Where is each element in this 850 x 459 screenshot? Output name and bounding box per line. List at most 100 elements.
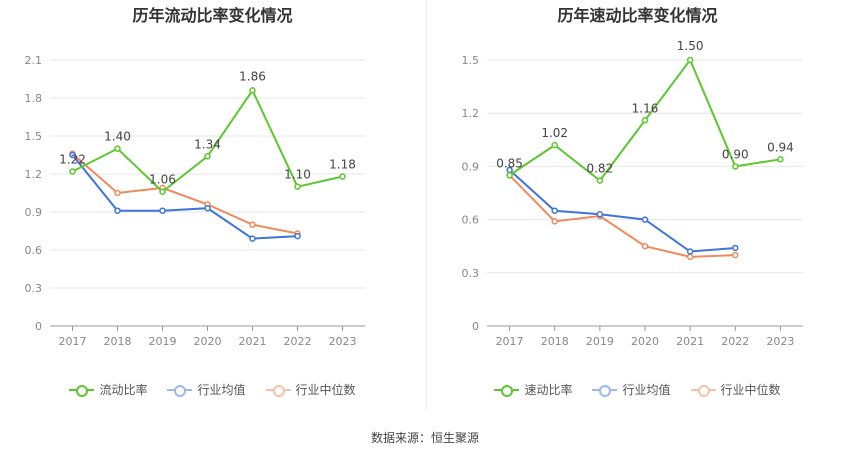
- legend-label: 速动比率: [524, 383, 573, 397]
- data-point: [114, 207, 121, 214]
- data-point: [249, 87, 256, 94]
- data-point: [69, 151, 76, 159]
- data-point: [506, 172, 513, 179]
- data-point: [777, 156, 784, 163]
- data-point: [596, 211, 604, 218]
- x-tick-label: 2021: [239, 335, 267, 348]
- legend-line-icon: [494, 384, 520, 397]
- data-point: [294, 232, 301, 240]
- data-point: [641, 117, 649, 124]
- y-tick-label: 1.2: [25, 168, 43, 181]
- chart-title: 历年流动比率变化情况: [132, 6, 293, 25]
- y-tick-label: 2.1: [25, 54, 43, 67]
- quick-ratio-plot: 0 0.3 0.6 0.9 1.2 1.5 2017 2018 2019 2020 2021 2022…: [462, 39, 803, 348]
- y-tick-label: 0.9: [25, 206, 43, 219]
- x-tick-label: 2020: [194, 335, 222, 348]
- x-tick-label: 2022: [284, 335, 312, 348]
- data-point: [551, 218, 558, 225]
- data-point: [641, 242, 649, 250]
- y-tick-label: 1.5: [25, 130, 43, 143]
- chart-legend: 流动比率 行业均值 行业中位数: [0, 381, 425, 398]
- quick-ratio-chart: 历年速动比率变化情况 0 0.3 0.6 0.9 1.2 1.5 2017 2018 2019 2…: [425, 0, 850, 420]
- y-tick-label: 0.6: [462, 214, 480, 227]
- series-line: [508, 169, 736, 253]
- legend-label: 行业均值: [622, 383, 671, 397]
- x-tick-label: 2018: [104, 335, 132, 348]
- data-point: [249, 221, 256, 228]
- data-label: 1.18: [329, 158, 356, 172]
- legend-item-quick-ratio[interactable]: 速动比率: [494, 381, 572, 398]
- data-label: 0.82: [586, 162, 613, 176]
- data-point: [551, 207, 558, 214]
- data-point: [686, 253, 694, 261]
- legend-line-icon: [592, 384, 618, 397]
- y-tick-label: 1.5: [462, 54, 480, 67]
- data-label: 1.34: [194, 137, 221, 151]
- data-point: [596, 177, 604, 184]
- data-point: [204, 204, 211, 212]
- x-tick-label: 2017: [59, 335, 87, 348]
- legend-label: 流动比率: [99, 383, 148, 397]
- data-point: [339, 173, 346, 180]
- legend-label: 行业中位数: [295, 383, 356, 397]
- data-point: [114, 189, 121, 197]
- data-source: 数据来源：恒生聚源: [370, 431, 479, 445]
- panel-divider: [426, 0, 427, 410]
- legend-label: 行业中位数: [720, 383, 781, 397]
- x-tick-label: 2021: [676, 335, 704, 348]
- data-label: 1.22: [59, 152, 86, 166]
- legend-line-icon: [690, 384, 716, 397]
- x-tick-label: 2018: [541, 335, 569, 348]
- legend-line-icon: [265, 384, 291, 397]
- x-tick-label: 2023: [766, 335, 794, 348]
- current-ratio-plot: 0 0.3 0.6 0.9 1.2 1.5 1.8 2.1 2017 2018 2019 2020 20…: [25, 54, 365, 348]
- x-tick-label: 2022: [721, 335, 749, 348]
- data-label: 1.02: [541, 126, 568, 140]
- data-point: [732, 251, 739, 259]
- data-label: 1.16: [632, 101, 659, 115]
- data-point: [114, 145, 121, 152]
- current-ratio-chart: 历年流动比率变化情况 0 0.3 0.6 0.9 1.2 1.5 1.8 2.1 2017 201…: [0, 0, 425, 420]
- x-tick-label: 2023: [329, 335, 357, 348]
- data-point: [732, 244, 739, 252]
- legend-label: 行业均值: [197, 383, 246, 397]
- data-point: [686, 248, 694, 255]
- data-point: [249, 235, 256, 242]
- y-tick-label: 0.3: [462, 267, 480, 280]
- data-label: 0.94: [767, 140, 794, 154]
- x-tick-label: 2019: [586, 335, 614, 348]
- y-tick-label: 1.2: [462, 107, 480, 120]
- legend-item-industry-median[interactable]: 行业中位数: [690, 381, 781, 398]
- data-point: [159, 207, 166, 214]
- legend-item-industry-median[interactable]: 行业中位数: [265, 381, 356, 398]
- chart-title: 历年速动比率变化情况: [557, 6, 718, 25]
- data-point: [204, 153, 211, 160]
- x-tick-label: 2017: [496, 335, 524, 348]
- x-tick-label: 2020: [631, 335, 659, 348]
- legend-item-industry-mean[interactable]: 行业均值: [592, 381, 671, 398]
- series-line: [71, 152, 298, 235]
- data-point: [159, 188, 166, 195]
- data-label: 1.86: [239, 69, 266, 83]
- legend-item-industry-mean[interactable]: 行业均值: [167, 381, 246, 398]
- y-tick-label: 0: [35, 320, 42, 333]
- series-line: [508, 174, 736, 258]
- data-label: 1.10: [284, 168, 311, 182]
- legend-item-current-ratio[interactable]: 流动比率: [69, 381, 147, 398]
- data-point: [294, 183, 301, 190]
- legend-line-icon: [167, 384, 193, 397]
- data-point: [641, 216, 649, 223]
- y-tick-label: 0.6: [25, 244, 43, 257]
- y-tick-label: 1.8: [25, 92, 43, 105]
- data-point: [551, 141, 558, 149]
- data-label: 0.90: [722, 147, 749, 161]
- series-line: [71, 154, 298, 240]
- x-tick-label: 2019: [149, 335, 177, 348]
- y-tick-label: 0.9: [462, 160, 480, 173]
- chart-legend: 速动比率 行业均值 行业中位数: [425, 381, 850, 398]
- legend-line-icon: [69, 384, 95, 397]
- data-label: 1.40: [104, 130, 131, 144]
- y-tick-label: 0: [472, 320, 479, 333]
- data-label: 1.06: [149, 173, 176, 187]
- data-point: [69, 168, 76, 175]
